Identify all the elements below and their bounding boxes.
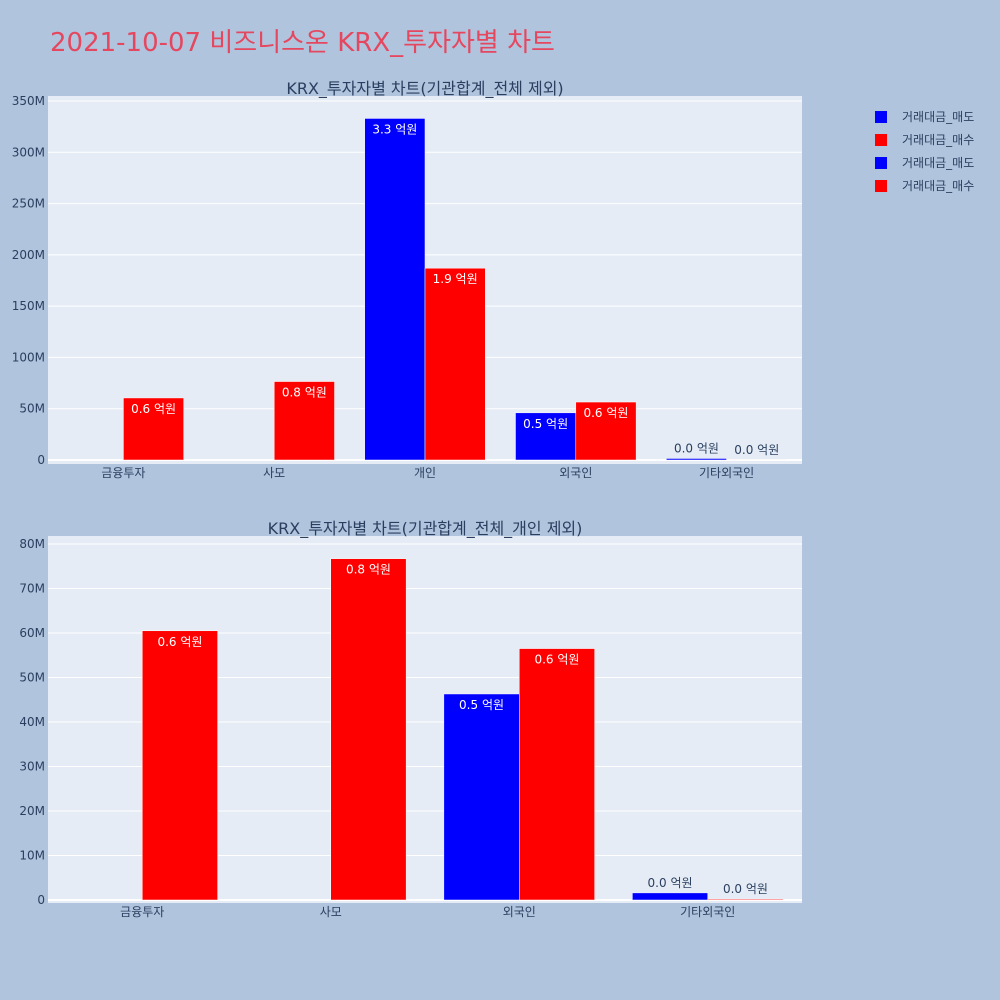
data-label: 0.6 억원 bbox=[583, 406, 628, 420]
y-tick-label: 300M bbox=[12, 145, 45, 159]
y-tick-label: 100M bbox=[12, 350, 45, 364]
legend-swatch-sell bbox=[875, 110, 887, 123]
bar bbox=[330, 558, 407, 901]
x-tick-label: 기타외국인 bbox=[699, 466, 754, 480]
x-tick-label: 금융투자 bbox=[101, 466, 145, 480]
y-tick-label: 80M bbox=[19, 537, 45, 551]
y-tick-label: 60M bbox=[19, 626, 45, 640]
bar bbox=[443, 693, 520, 901]
bar bbox=[515, 412, 577, 461]
chart-2: 0 10M 20M 30M 40M 50M 60M 70M 80M KRX_투자자별 차트(기관합… bbox=[19, 519, 802, 919]
x-tick-label: 금융투자 bbox=[120, 905, 164, 919]
y-tick-label: 0 bbox=[37, 453, 45, 467]
legend-item[interactable]: 거래대금_매도 bbox=[875, 105, 974, 128]
data-label: 0.0 억원 bbox=[674, 441, 719, 455]
data-label: 0.8 억원 bbox=[346, 563, 391, 577]
y-tick-label: 200M bbox=[12, 248, 45, 262]
y-tick-label: 250M bbox=[12, 197, 45, 211]
bar bbox=[632, 892, 708, 901]
data-label: 0.6 억원 bbox=[534, 653, 579, 667]
legend-item[interactable]: 거래대금_매수 bbox=[875, 174, 974, 197]
y-tick-label: 0 bbox=[37, 893, 45, 907]
data-label: 0.0 억원 bbox=[734, 443, 779, 457]
legend: 거래대금_매도 거래대금_매수 거래대금_매도 거래대금_매수 bbox=[875, 105, 974, 197]
y-tick-label: 40M bbox=[19, 715, 45, 729]
bar bbox=[519, 648, 595, 901]
chart-title: KRX_투자자별 차트(기관합계_전체 제외) bbox=[286, 79, 563, 99]
data-label: 0.5 억원 bbox=[459, 698, 504, 712]
legend-label: 거래대금_매도 bbox=[902, 110, 975, 124]
y-tick-label: 70M bbox=[19, 582, 45, 596]
x-tick-label: 외국인 bbox=[559, 466, 592, 480]
y-tick-label: 50M bbox=[19, 671, 45, 685]
legend-item[interactable]: 거래대금_매수 bbox=[875, 128, 974, 151]
data-label: 0.6 억원 bbox=[131, 402, 176, 416]
data-label: 1.9 억원 bbox=[433, 272, 478, 286]
bar bbox=[142, 630, 218, 901]
data-label: 3.3 억원 bbox=[372, 122, 417, 136]
data-label: 0.8 억원 bbox=[282, 386, 327, 400]
chart-title: KRX_투자자별 차트(기관합계_전체_개인 제외) bbox=[268, 519, 583, 539]
y-tick-label: 10M bbox=[19, 849, 45, 863]
bar bbox=[123, 397, 184, 461]
data-label: 0.5 억원 bbox=[523, 417, 568, 431]
x-tick-label: 사모 bbox=[263, 466, 285, 480]
legend-swatch-buy bbox=[875, 133, 887, 146]
x-tick-label: 사모 bbox=[320, 905, 342, 919]
bar bbox=[364, 118, 426, 461]
bar bbox=[726, 459, 788, 461]
y-tick-label: 30M bbox=[19, 760, 45, 774]
bar bbox=[666, 458, 727, 461]
legend-label: 거래대금_매수 bbox=[902, 133, 975, 147]
data-label: 0.6 억원 bbox=[157, 635, 202, 649]
y-tick-label: 350M bbox=[12, 94, 45, 108]
data-label: 0.0 억원 bbox=[648, 876, 693, 890]
data-label: 0.0 억원 bbox=[723, 882, 768, 896]
bar bbox=[575, 401, 637, 461]
y-tick-label: 150M bbox=[12, 299, 45, 313]
bar bbox=[424, 267, 486, 461]
legend-swatch-buy bbox=[875, 179, 887, 192]
bar bbox=[273, 381, 335, 461]
x-tick-label: 외국인 bbox=[503, 905, 536, 919]
legend-item[interactable]: 거래대금_매도 bbox=[875, 151, 974, 174]
bar bbox=[707, 898, 784, 901]
legend-label: 거래대금_매도 bbox=[902, 156, 975, 170]
page-title: 2021-10-07 비즈니스온 KRX_투자자별 차트 bbox=[50, 28, 555, 58]
x-tick-label: 기타외국인 bbox=[680, 905, 735, 919]
legend-swatch-sell bbox=[875, 156, 887, 169]
legend-label: 거래대금_매수 bbox=[902, 179, 975, 193]
y-tick-label: 20M bbox=[19, 804, 45, 818]
chart-1: 0 50M 100M 150M 200M 250M 300M 350M KRX_투자자별 차트(… bbox=[12, 79, 802, 480]
y-tick-label: 50M bbox=[19, 402, 45, 416]
x-tick-label: 개인 bbox=[414, 466, 436, 480]
